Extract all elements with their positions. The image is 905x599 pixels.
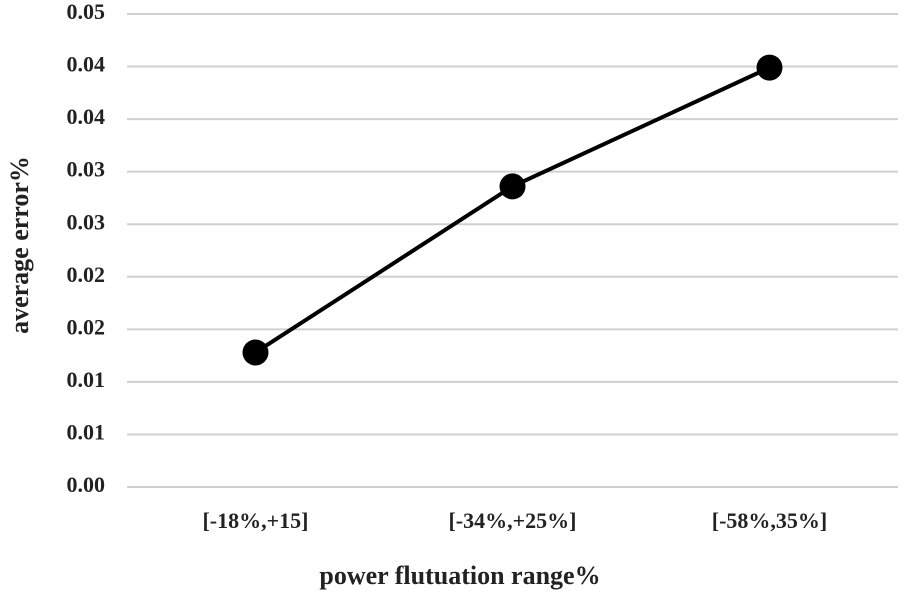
y-tick-label: 0.05 [67, 0, 106, 24]
y-tick-label: 0.00 [67, 472, 106, 497]
y-tick-label: 0.03 [67, 157, 106, 182]
marker [756, 54, 783, 81]
line [254, 65, 771, 355]
marker [242, 339, 269, 366]
y-tick-label: 0.03 [67, 209, 106, 234]
y-tick-label: 0.01 [67, 419, 106, 444]
x-axis-title: power flutuation range% [319, 561, 600, 590]
y-tick-label: 0.04 [67, 104, 106, 129]
x-tick-label: [-18%,+15] [202, 508, 308, 533]
y-tick-label: 0.02 [67, 262, 106, 287]
y-tick-label: 0.04 [67, 52, 106, 77]
x-tick-label: [-34%,+25%] [448, 508, 576, 533]
marker [499, 173, 526, 200]
x-tick-label: [-58%,35%] [712, 508, 827, 533]
y-tick-label: 0.01 [67, 367, 106, 392]
y-tick-label: 0.02 [67, 314, 106, 339]
y-axis-title: average error% [5, 156, 34, 334]
